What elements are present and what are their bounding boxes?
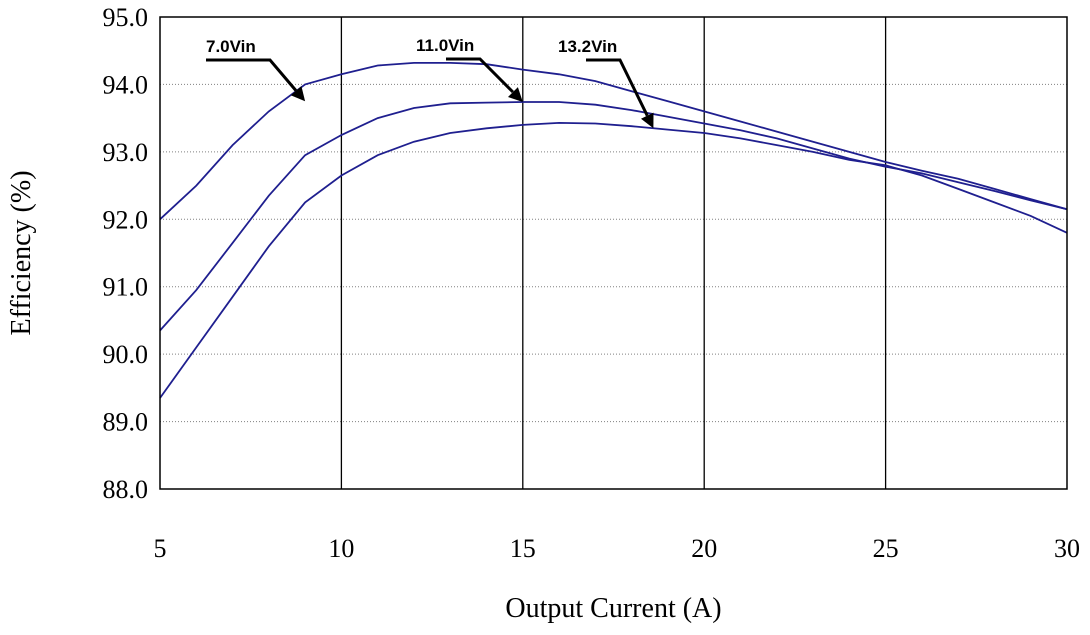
x-tick-labels: 5 10 15 20 25 30 [154,534,1081,563]
x-tick-label: 20 [691,534,717,563]
series-lines [159,62,1068,399]
plot-frame [159,16,1068,490]
x-tick-label: 10 [328,534,354,563]
series-line-0 [159,62,1068,220]
y-tick-label: 95.0 [103,3,149,32]
annotation-label-0: 7.0Vin [206,37,256,56]
y-tick-label: 88.0 [103,475,149,504]
series-line-1 [159,101,1068,332]
series-line-2 [159,121,1068,399]
y-tick-label: 91.0 [103,273,149,302]
x-tick-label: 30 [1054,534,1080,563]
y-tick-label: 93.0 [103,138,149,167]
series-annotations: 7.0Vin 11.0Vin 13.2Vin [206,36,654,129]
annotation-leader-0 [206,58,298,92]
x-tick-label: 15 [510,534,536,563]
annotation-leader-2 [586,58,649,117]
annotation-arrowhead-2 [641,112,654,129]
annotation-arrowhead-0 [290,86,306,102]
y-tick-label: 94.0 [103,70,149,99]
annotation-leader-1 [446,57,514,94]
annotation-arrowhead-1 [508,87,523,102]
y-tick-label: 92.0 [103,205,149,234]
x-axis-title: Output Current (A) [505,593,721,624]
y-tick-label: 90.0 [103,340,149,369]
grid [160,17,1067,489]
y-tick-label: 89.0 [103,408,149,437]
x-tick-label: 25 [873,534,899,563]
x-tick-label: 5 [154,534,167,563]
annotation-label-1: 11.0Vin [416,36,474,55]
annotation-label-2: 13.2Vin [558,37,617,56]
y-tick-labels: 88.0 89.0 90.0 91.0 92.0 93.0 94.0 95.0 [103,3,149,504]
y-axis-title: Efficiency (%) [6,170,37,335]
